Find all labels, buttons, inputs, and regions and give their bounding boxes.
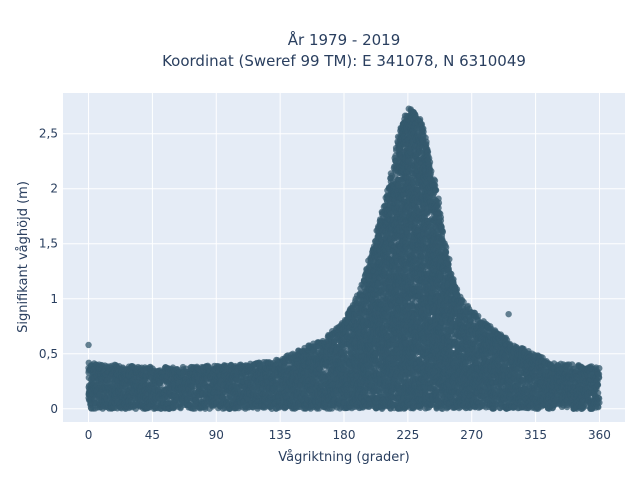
chart-title: År 1979 - 2019 (288, 30, 401, 49)
chart-subtitle: Koordinat (Sweref 99 TM): E 341078, N 63… (162, 52, 526, 70)
data-points (85, 105, 603, 412)
